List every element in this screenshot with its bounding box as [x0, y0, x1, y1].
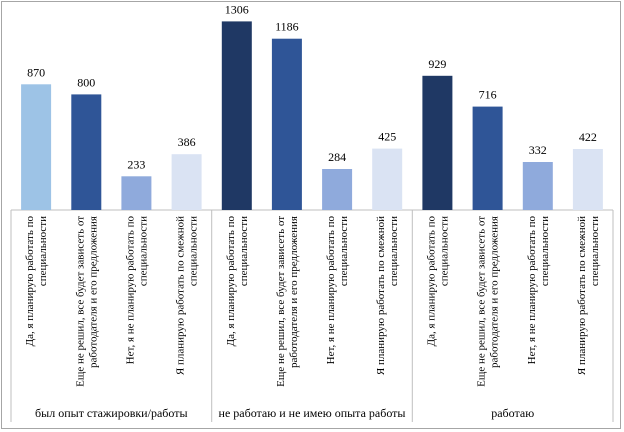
category-label-line: специальности — [539, 216, 551, 286]
category-label-line: работодателя и его предложения — [489, 216, 501, 368]
category-label: Я планирую работать по смежнойспециально… — [175, 216, 200, 375]
bar — [21, 84, 52, 210]
category-label-line: работодателя и его предложения — [87, 216, 99, 368]
data-label: 870 — [27, 65, 45, 79]
data-label: 233 — [127, 157, 145, 171]
category-label: Еще не решил, все будет зависеть отработ… — [275, 216, 300, 387]
bar — [422, 75, 453, 210]
category-label: Нет, я не планирую работать поспециально… — [325, 216, 350, 365]
category-label-line: Я планирую работать по смежной — [576, 216, 588, 375]
bar — [271, 38, 302, 211]
data-label: 1186 — [275, 20, 299, 34]
group-label: был опыт стажировки/работы — [35, 406, 187, 420]
category-label-line: Еще не решил, все будет зависеть от — [275, 216, 287, 387]
category-label-line: специальности — [238, 216, 250, 286]
data-label: 332 — [529, 143, 547, 157]
category-label-line: Еще не решил, все будет зависеть от — [74, 216, 86, 387]
category-label-line: Нет, я не планирую работать по — [124, 216, 136, 365]
category-label-line: Нет, я не планирую работать по — [526, 216, 538, 365]
category-label: Да, я планирую работать поспециальности — [425, 216, 450, 347]
bar — [522, 162, 553, 210]
category-label: Я планирую работать по смежнойспециально… — [576, 216, 601, 375]
category-label: Я планирую работать по смежнойспециально… — [375, 216, 400, 375]
data-label: 425 — [378, 130, 396, 144]
category-label-line: работодателя и его предложения — [288, 216, 300, 368]
category-label-line: специальности — [137, 216, 149, 286]
bar — [171, 154, 202, 210]
category-label-line: специальности — [37, 216, 49, 286]
category-label: Нет, я не планирую работать поспециально… — [526, 216, 551, 365]
bar — [71, 94, 102, 210]
category-label-line: специальности — [188, 216, 200, 286]
category-label-line: Да, я планирую работать по — [225, 216, 237, 347]
data-label: 929 — [428, 57, 446, 71]
category-label-line: специальности — [438, 216, 450, 286]
data-label: 284 — [328, 150, 346, 164]
bar — [221, 21, 252, 211]
category-label-line: Да, я планирую работать по — [24, 216, 36, 347]
group-label: работаю — [491, 406, 534, 420]
data-label: 800 — [77, 75, 95, 89]
data-label: 716 — [479, 88, 497, 102]
bar — [121, 176, 152, 210]
category-label: Да, я планирую работать поспециальности — [24, 216, 49, 347]
group-label: не работаю и не имею опыта работы — [219, 406, 406, 420]
category-label-line: специальности — [388, 216, 400, 286]
category-label-line: Да, я планирую работать по — [425, 216, 437, 347]
category-label: Нет, я не планирую работать поспециально… — [124, 216, 149, 365]
category-label-line: Я планирую работать по смежной — [375, 216, 387, 375]
bar — [322, 169, 353, 210]
category-label-line: специальности — [589, 216, 601, 286]
category-label: Еще не решил, все будет зависеть отработ… — [476, 216, 501, 387]
category-label-line: специальности — [338, 216, 350, 286]
data-label: 422 — [579, 130, 597, 144]
category-label-line: Я планирую работать по смежной — [175, 216, 187, 375]
category-label: Еще не решил, все будет зависеть отработ… — [74, 216, 99, 387]
category-label: Да, я планирую работать поспециальности — [225, 216, 250, 347]
bar — [572, 149, 603, 210]
data-label: 386 — [178, 135, 196, 149]
bar — [472, 106, 503, 210]
data-label: 1306 — [225, 2, 249, 16]
category-label-line: Еще не решил, все будет зависеть от — [476, 216, 488, 387]
bar — [372, 148, 403, 210]
category-label-line: Нет, я не планирую работать по — [325, 216, 337, 365]
